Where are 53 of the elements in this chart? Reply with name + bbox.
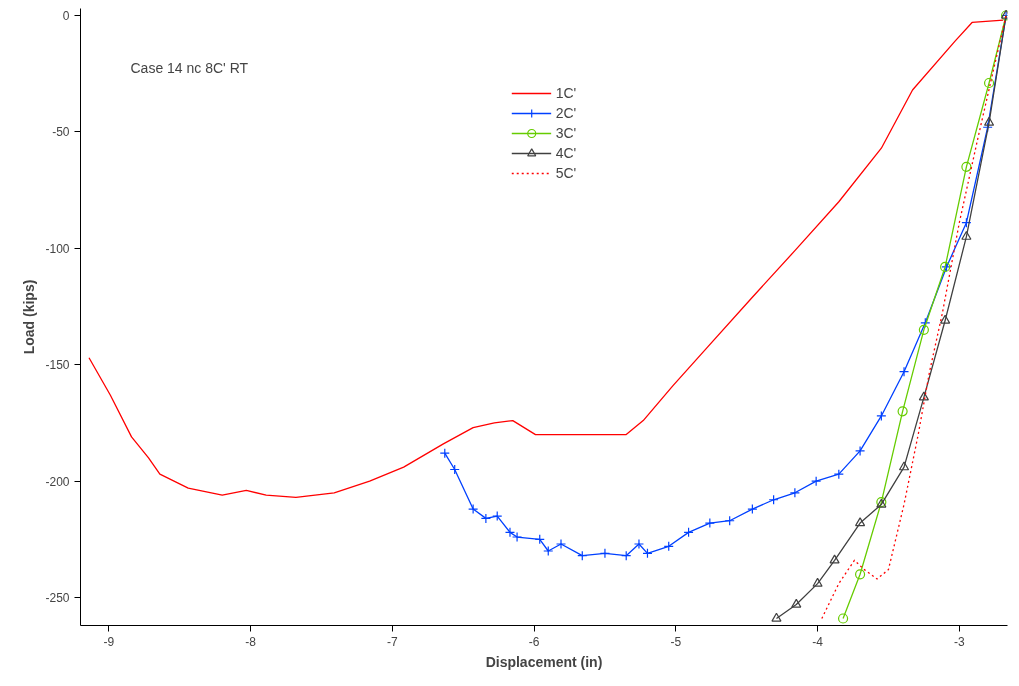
- point: [811, 476, 822, 487]
- x-axis-title: Displacement (in): [485, 653, 603, 670]
- x-tick-label: -8: [245, 634, 257, 649]
- legend-label: 4C': [555, 145, 577, 161]
- point: [961, 161, 972, 172]
- x-tick-label: -9: [103, 634, 115, 649]
- point: [812, 577, 823, 587]
- point: [468, 503, 479, 515]
- point: [897, 406, 908, 417]
- point: [704, 517, 715, 529]
- y-tick-label: 0: [62, 8, 70, 23]
- point: [983, 116, 995, 126]
- point: [543, 545, 554, 557]
- annotation: Case 14 nc 8C' RT: [130, 59, 249, 76]
- point: [854, 569, 866, 580]
- point: [771, 612, 782, 622]
- x-tick-label: -6: [528, 634, 540, 649]
- point: [854, 445, 866, 456]
- point: [918, 324, 929, 335]
- y-tick-label: -200: [45, 474, 70, 489]
- y-tick-label: -250: [45, 591, 70, 606]
- point: [837, 613, 849, 624]
- point: [898, 366, 910, 377]
- point: [492, 510, 503, 522]
- x-tick-label: -5: [670, 634, 682, 649]
- y-tick-label: -100: [45, 241, 70, 256]
- point: [504, 527, 516, 538]
- legend-label: 2C': [555, 105, 577, 121]
- point: [747, 503, 758, 515]
- y-tick-label: -50: [52, 125, 70, 140]
- point: [876, 410, 887, 422]
- x-tick-label: -3: [953, 634, 965, 649]
- y-axis-title: Load (kips): [21, 279, 38, 355]
- point: [599, 548, 611, 559]
- point: [791, 598, 802, 608]
- y-tick-label: -150: [45, 358, 70, 373]
- point: [555, 538, 567, 550]
- point: [940, 314, 951, 324]
- point: [898, 461, 910, 471]
- point: [633, 538, 645, 550]
- point: [983, 77, 995, 89]
- point: [961, 230, 972, 240]
- point: [918, 391, 929, 401]
- legend-label: 1C': [555, 85, 577, 101]
- point: [829, 554, 840, 564]
- x-tick-label: -4: [812, 634, 824, 649]
- point: [511, 531, 523, 543]
- point: [789, 487, 800, 498]
- point: [480, 513, 491, 524]
- legend-label: 3C': [555, 125, 577, 141]
- x-tick-label: -7: [387, 634, 398, 649]
- legend-label: 5C': [555, 165, 577, 181]
- point: [854, 517, 866, 527]
